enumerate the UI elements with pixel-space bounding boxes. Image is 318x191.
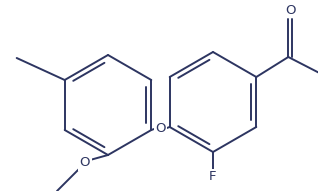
Text: O: O: [80, 156, 90, 169]
Text: F: F: [209, 171, 217, 184]
Text: O: O: [285, 3, 295, 16]
Text: O: O: [155, 122, 166, 135]
